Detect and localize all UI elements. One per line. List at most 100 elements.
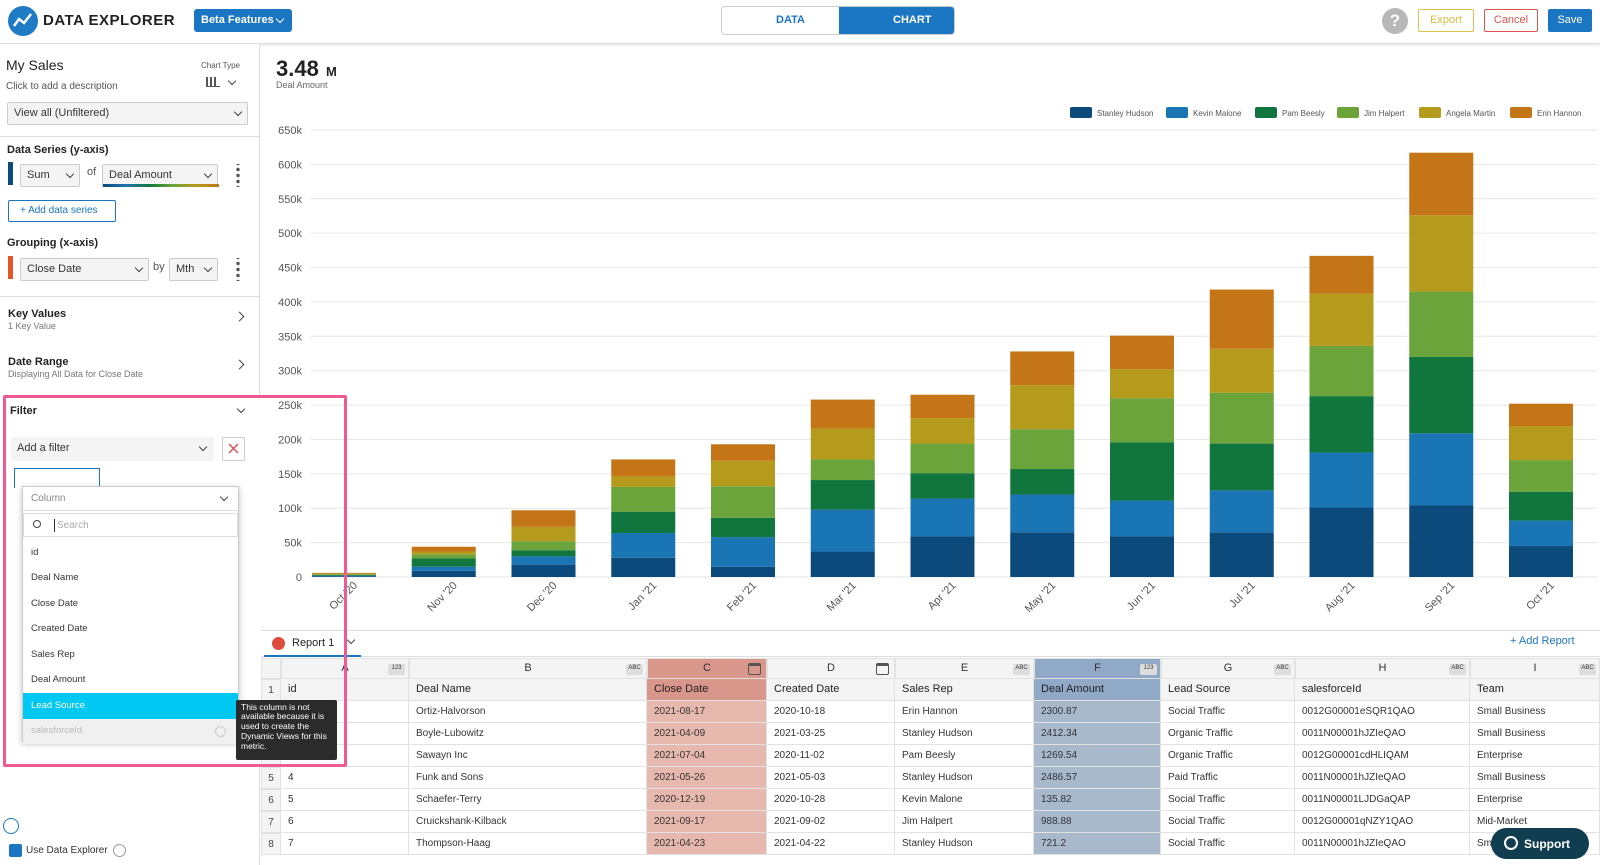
bar-segment bbox=[711, 566, 775, 577]
column-header: Close Date bbox=[654, 683, 709, 696]
column-option[interactable]: Lead Source bbox=[23, 693, 238, 719]
kebab-menu[interactable] bbox=[228, 164, 248, 187]
add-filter-select[interactable]: Add a filter bbox=[11, 437, 214, 461]
column-header-cell[interactable]: Lead Source bbox=[1161, 679, 1295, 701]
date-range-row[interactable]: Date Range Displaying All Data for Close … bbox=[0, 350, 260, 386]
bar-segment bbox=[711, 460, 775, 487]
beta-features-button[interactable]: Beta Features bbox=[194, 9, 292, 32]
report-tab-label: Report 1 bbox=[292, 637, 335, 650]
cell-text: 721.2 bbox=[1041, 837, 1067, 849]
x-tick-label: Apr '21 bbox=[926, 580, 959, 613]
column-select-label: Column bbox=[31, 492, 66, 504]
column-option[interactable]: Deal Amount bbox=[23, 668, 238, 694]
table-cell: 2020-10-28 bbox=[767, 789, 895, 811]
remove-filter-button[interactable] bbox=[222, 437, 245, 461]
column-header-cell[interactable]: Created Date bbox=[767, 679, 895, 701]
chart-tab[interactable]: CHART bbox=[839, 7, 954, 34]
aggregate-select[interactable]: Sum bbox=[20, 164, 80, 187]
column-option-label: Sales Rep bbox=[31, 648, 75, 660]
column-option[interactable]: Created Date bbox=[23, 617, 238, 643]
search-input[interactable]: Search bbox=[23, 513, 238, 537]
bar-segment bbox=[411, 554, 476, 559]
chart-type-icon[interactable] bbox=[206, 77, 220, 87]
column-header: Team bbox=[1477, 683, 1504, 696]
column-letter-cell: I ABC bbox=[1470, 658, 1600, 679]
top-bar: DATA EXPLORER Beta Features DATA CHART? Expo… bbox=[0, 0, 1600, 44]
table-cell: Small Business bbox=[1470, 701, 1600, 723]
chevron-icon bbox=[233, 107, 243, 117]
cell-text: Social Traffic bbox=[1168, 815, 1226, 827]
cell-text: 135.82 bbox=[1041, 793, 1072, 805]
header-button[interactable]: Cancel bbox=[1484, 9, 1538, 32]
bar-segment bbox=[810, 459, 875, 481]
bar-segment bbox=[711, 537, 775, 567]
column-header-cell[interactable]: Close Date bbox=[647, 679, 767, 701]
bar-segment bbox=[1010, 494, 1075, 533]
type-badge-label: 123 bbox=[391, 665, 402, 672]
type-badge: ABC bbox=[1449, 664, 1466, 675]
view-select[interactable]: View all (Unfiltered) bbox=[7, 102, 248, 125]
kebab-menu[interactable] bbox=[228, 258, 248, 281]
cell-text: 5 bbox=[288, 793, 294, 805]
column-header-cell[interactable]: Deal Amount bbox=[1034, 679, 1161, 701]
column-header-cell[interactable]: Deal Name bbox=[409, 679, 647, 701]
column-select[interactable]: Column bbox=[23, 487, 238, 511]
data-tab[interactable]: DATA bbox=[722, 7, 839, 34]
bar-segment bbox=[611, 557, 676, 577]
x-tick-label: Aug '21 bbox=[1323, 580, 1358, 615]
help-icon[interactable]: ? bbox=[1382, 8, 1408, 34]
table-cell: Paid Traffic bbox=[1161, 767, 1295, 789]
column-option[interactable]: Sales Rep bbox=[23, 642, 238, 668]
divider bbox=[0, 296, 260, 297]
bar-segment bbox=[1209, 532, 1274, 577]
header-button[interactable]: Save bbox=[1548, 9, 1592, 32]
column-option[interactable]: Close Date bbox=[23, 591, 238, 617]
column-header: salesforceId bbox=[1302, 683, 1362, 696]
headline-label: Deal Amount bbox=[276, 80, 328, 90]
table-cell: 2020-11-02 bbox=[767, 745, 895, 767]
add-series-button[interactable]: + Add data series bbox=[8, 200, 116, 222]
add-report-button[interactable]: + Add Report bbox=[1510, 635, 1575, 648]
table-cell: 988.88 bbox=[1034, 811, 1161, 833]
table-cell: Small Business bbox=[1470, 723, 1600, 745]
cell-text: 0011N00001hJZIeQAO bbox=[1302, 837, 1406, 849]
add-series-label: + Add data series bbox=[20, 204, 98, 216]
column-header: id bbox=[288, 683, 297, 696]
bar-segment bbox=[711, 486, 775, 518]
column-header: Sales Rep bbox=[902, 683, 953, 696]
bar-segment bbox=[511, 526, 576, 542]
key-values-row[interactable]: Key Values 1 Key Value bbox=[0, 302, 260, 338]
column-header-cell[interactable]: Team bbox=[1470, 679, 1600, 701]
bar-segment bbox=[1309, 255, 1374, 294]
interval-select[interactable]: Mth bbox=[169, 258, 218, 281]
table-cell: Funk and Sons bbox=[409, 767, 647, 789]
column-header-cell[interactable]: salesforceId bbox=[1295, 679, 1470, 701]
cell-text: 2021-09-02 bbox=[774, 815, 826, 827]
table-cell: Kevin Malone bbox=[895, 789, 1034, 811]
cell-text: 7 bbox=[288, 837, 294, 849]
column-header-cell[interactable]: Sales Rep bbox=[895, 679, 1034, 701]
row-number: 1 bbox=[268, 684, 274, 696]
type-badge-label: ABC bbox=[1015, 665, 1028, 672]
support-button[interactable]: Support bbox=[1491, 828, 1589, 859]
table-cell: 721.2 bbox=[1034, 833, 1161, 855]
chart-type-label: Chart Type bbox=[201, 61, 240, 71]
group-column-select[interactable]: Close Date bbox=[20, 258, 149, 281]
cell-text: 2021-05-26 bbox=[654, 771, 706, 783]
legend-label: Angela Martin bbox=[1446, 109, 1495, 118]
metric-select[interactable]: Deal Amount bbox=[102, 164, 219, 187]
row-subtext: 1 Key Value bbox=[8, 321, 56, 332]
row-number-cell: 5 bbox=[261, 767, 281, 789]
column-header: Created Date bbox=[774, 683, 840, 696]
report-title: My Sales bbox=[6, 57, 64, 74]
column-option[interactable]: Deal Name bbox=[23, 566, 238, 592]
bar-segment bbox=[1409, 215, 1474, 292]
help-icon[interactable] bbox=[113, 844, 126, 857]
header-button[interactable]: Export bbox=[1418, 9, 1474, 32]
bar-segment bbox=[1509, 491, 1573, 521]
collapse-toggle[interactable] bbox=[3, 818, 19, 834]
cell-text: 0012G00001cdHLIQAM bbox=[1302, 749, 1409, 761]
legend-label: Kevin Malone bbox=[1193, 109, 1242, 118]
column-option[interactable]: id bbox=[23, 540, 238, 566]
checkbox[interactable] bbox=[9, 844, 22, 857]
